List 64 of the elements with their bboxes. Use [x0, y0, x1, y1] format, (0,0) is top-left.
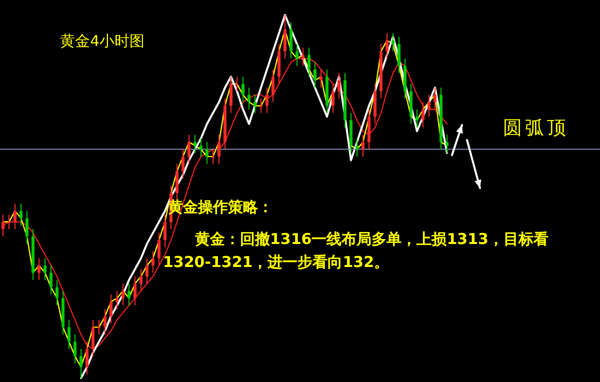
candlestick: [212, 148, 214, 164]
candlestick: [254, 94, 256, 114]
candlestick: [272, 68, 274, 103]
candlestick: [446, 134, 448, 154]
text: 圆弧顶: [503, 117, 569, 140]
candlestick: [428, 94, 430, 118]
candlestick: [434, 87, 436, 110]
candlestick: [86, 341, 88, 375]
candlestick: [2, 214, 4, 237]
candlestick: [56, 279, 58, 306]
candlestick: [284, 14, 286, 60]
candlestick: [194, 134, 196, 154]
annotation: 黄金：回撤1316一线布局多单，上损1313，目标看1320-1321，进一步看向132。: [163, 229, 550, 273]
candlestick: [44, 258, 46, 280]
candlestick: [290, 22, 292, 60]
candlestick: [260, 98, 262, 114]
candlestick: [104, 308, 106, 335]
candlestick: [164, 214, 166, 248]
candlestick: [122, 283, 124, 306]
candlestick: [68, 319, 70, 350]
candlestick: [140, 268, 142, 292]
candlestick: [416, 108, 418, 128]
candlestick: [230, 76, 232, 114]
candlestick: [152, 250, 154, 274]
candlestick: [92, 319, 94, 357]
candlestick: [386, 32, 388, 60]
candlestick: [80, 348, 82, 378]
candlestick: [188, 134, 190, 164]
candlestick: [20, 203, 22, 226]
candlestick: [8, 214, 10, 230]
candlestick: [320, 68, 322, 88]
candlestick: [422, 102, 424, 128]
candlestick: [266, 87, 268, 114]
candlestick: [332, 83, 334, 114]
candlestick: [182, 148, 184, 179]
candlestick: [128, 283, 130, 306]
candlestick: [236, 76, 238, 92]
candlestick: [206, 142, 208, 164]
candlestick: [314, 62, 316, 88]
candlestick: [110, 294, 112, 324]
candlestick: [116, 290, 118, 310]
candlestick: [392, 32, 394, 52]
candlestick: [146, 258, 148, 284]
candlestick: [356, 138, 358, 158]
candlestick: [50, 264, 52, 296]
candlestick: [338, 72, 340, 99]
candlestick: [302, 47, 304, 66]
candlestick: [158, 232, 160, 266]
candlestick: [242, 76, 244, 103]
candlestick: [308, 47, 310, 78]
candlestick: [296, 44, 298, 66]
candlestick: [362, 134, 364, 158]
candlestick: [200, 138, 202, 158]
text: 黄金4小时图: [60, 31, 145, 52]
candlestick: [14, 203, 16, 230]
candlestick: [98, 319, 100, 335]
candlestick: [74, 334, 76, 364]
candlestick: [248, 87, 250, 110]
candlestick: [398, 36, 400, 74]
candlestick: [38, 258, 40, 280]
candlestick: [218, 134, 220, 164]
candlestick: [176, 163, 178, 201]
candlestick: [26, 210, 28, 244]
candlestick: [134, 276, 136, 306]
